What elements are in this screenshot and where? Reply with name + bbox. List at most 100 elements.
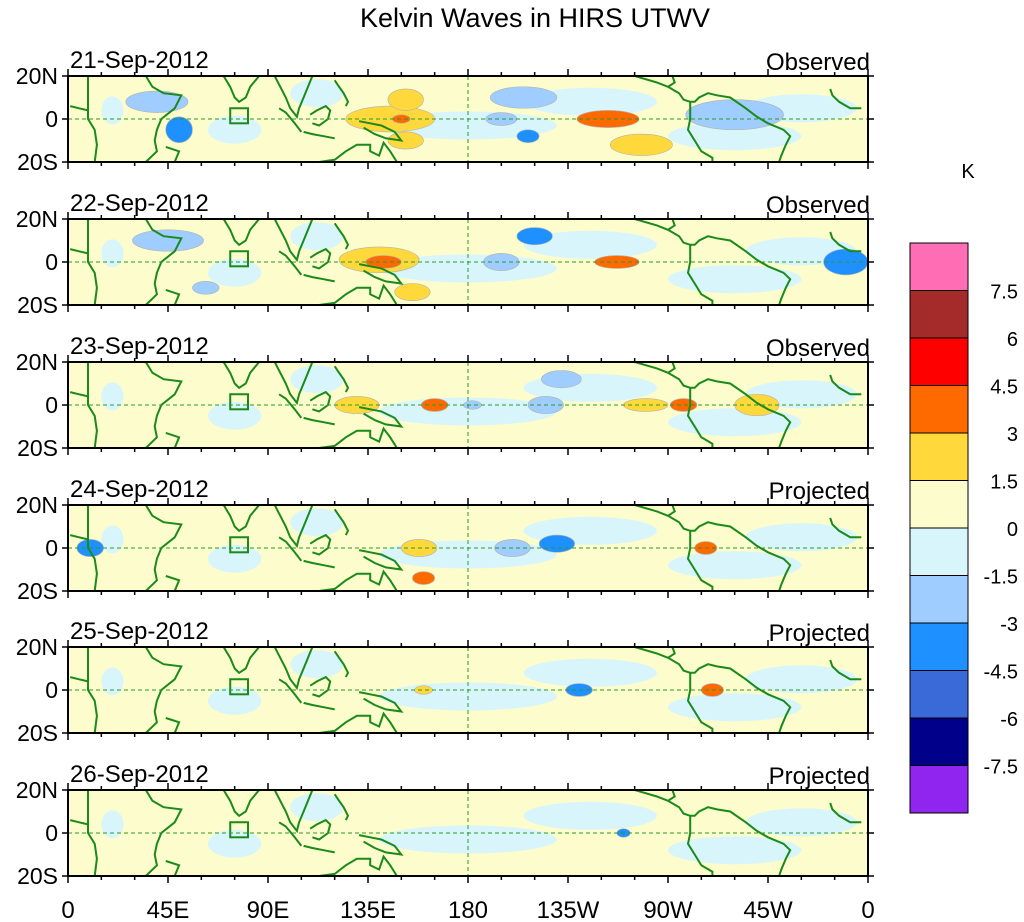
colorbar-level-label: -7.5	[984, 757, 1018, 779]
coastline	[303, 130, 335, 140]
region-box	[229, 678, 250, 696]
coastline	[222, 505, 260, 533]
background-anomaly-blob	[523, 230, 657, 259]
coastline	[667, 505, 676, 517]
y-tick-label: 20N	[16, 492, 58, 518]
colorbar-swatch	[909, 527, 969, 576]
colorbar-swatch	[909, 765, 969, 814]
anomaly-contour	[516, 129, 540, 143]
region-box	[229, 821, 250, 839]
coastline	[273, 362, 314, 406]
y-tick-label: 0	[45, 677, 58, 703]
background-anomaly-blob	[290, 365, 344, 394]
coastline	[90, 219, 857, 305]
colorbar-level-label: 3	[1007, 424, 1018, 446]
anomaly-contour	[412, 571, 435, 585]
coastline	[318, 854, 398, 876]
colorbar-unit-label: K	[961, 161, 975, 183]
background-anomaly-blob	[668, 265, 802, 294]
y-tick-label: 20S	[17, 863, 58, 889]
colorbar-level-label: 7.5	[990, 282, 1018, 304]
coastline	[90, 76, 857, 162]
colorbar-swatch	[909, 385, 969, 434]
y-tick-label: 20S	[17, 578, 58, 604]
coastline	[273, 219, 314, 263]
colorbar-level-label: -3	[1000, 614, 1018, 636]
coastline	[358, 406, 404, 428]
coastline	[165, 575, 181, 591]
x-tick-label: 0	[61, 897, 74, 922]
coastlines	[69, 790, 862, 876]
y-tick-label: 0	[45, 392, 58, 418]
coastline	[358, 691, 404, 713]
y-tick-label: 0	[45, 106, 58, 132]
colorbar-level-label: 0	[1007, 519, 1018, 541]
coastline	[333, 222, 350, 250]
x-tick-label: 45E	[147, 897, 190, 922]
y-tick-label: 0	[45, 535, 58, 561]
colorbar-level-label: 6	[1007, 329, 1018, 351]
y-tick-label: 20N	[16, 349, 58, 375]
colorbar-swatch	[909, 242, 969, 291]
y-tick-label: 20S	[17, 292, 58, 318]
y-tick-label: 20N	[16, 634, 58, 660]
y-tick-label: 20S	[17, 720, 58, 746]
background-anomaly-blob	[208, 258, 262, 287]
anomaly-field	[101, 650, 857, 722]
coastline	[69, 248, 89, 255]
anomaly-contour	[541, 370, 582, 389]
background-anomaly-blob	[101, 525, 124, 554]
coastline	[318, 283, 398, 305]
coastline	[303, 416, 335, 426]
background-anomaly-blob	[290, 793, 344, 822]
y-tick-label: 0	[45, 820, 58, 846]
coastline	[87, 647, 98, 733]
coastline	[165, 288, 181, 305]
panel-4: 20N 0 20S 24-Sep-2012 Projected	[16, 476, 874, 604]
coastline	[273, 76, 314, 120]
background-anomaly-blob	[523, 658, 657, 687]
coastline	[686, 530, 714, 591]
background-anomaly-blob	[208, 115, 262, 144]
coastline	[318, 711, 398, 733]
background-anomaly-blob	[101, 810, 124, 839]
region-box	[229, 536, 250, 554]
coastline	[686, 672, 714, 733]
coastline	[222, 647, 260, 675]
coastline	[222, 362, 260, 390]
coastline	[634, 362, 792, 448]
background-anomaly-blob	[523, 87, 657, 116]
coastline	[318, 140, 398, 162]
coastline	[634, 647, 792, 733]
coastline	[90, 505, 857, 591]
coastline	[829, 231, 862, 253]
coastline	[222, 790, 260, 818]
colorbar-swatch	[909, 670, 969, 719]
coastline	[303, 701, 335, 711]
coastline	[829, 802, 862, 824]
background-anomaly-blob	[101, 96, 124, 125]
colorbar-level-label: -4.5	[984, 662, 1018, 684]
coastline	[87, 790, 98, 876]
anomaly-contour	[463, 400, 482, 410]
background-anomaly-blob	[290, 222, 344, 251]
coastline	[686, 101, 714, 162]
coastline	[303, 559, 335, 569]
colorbar-swatch	[909, 337, 969, 386]
coastline	[333, 650, 350, 678]
panel-date: 25-Sep-2012	[70, 618, 209, 645]
background-anomaly-blob	[745, 523, 857, 552]
background-anomaly-blob	[668, 836, 802, 865]
coastline	[273, 790, 314, 834]
x-tick-label: 90W	[643, 897, 693, 922]
coastline	[87, 219, 98, 305]
colorbar: K 7.5 6 4.5 3 1.5 0 -1.5 -3 -4.5 -6 -7.5	[909, 161, 1018, 814]
coastline	[278, 821, 303, 847]
coastline	[222, 219, 260, 247]
coastline	[667, 76, 676, 88]
coastline	[87, 76, 98, 162]
anomaly-contour	[192, 281, 220, 295]
panel-label: Observed	[766, 335, 870, 362]
coastline	[278, 250, 303, 276]
